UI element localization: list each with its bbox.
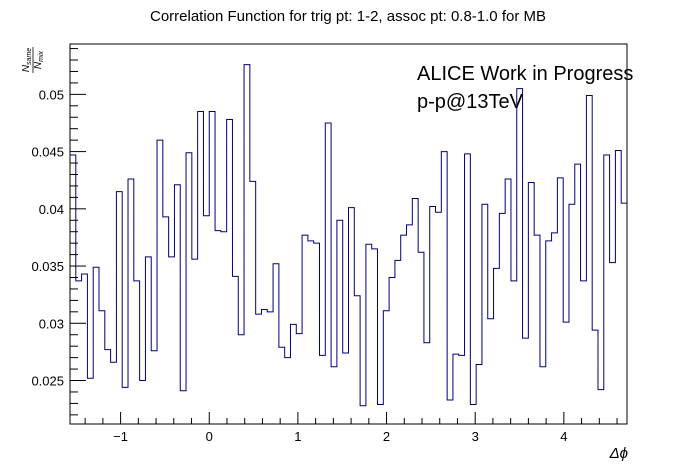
annotation-alice: ALICE Work in Progress [417,63,633,85]
y-axis-title: Nsame Nmix [21,47,45,73]
y-axis: 0.025 0.03 0.035 0.04 0.045 0.05 [31,48,86,416]
x-axis-title: Δϕ [609,445,628,462]
histogram-line [70,64,627,407]
y-tick-label: 0.035 [31,259,64,274]
plot-area [69,43,628,425]
x-tick-label: 4 [560,429,567,444]
y-tick-label: 0.05 [39,87,64,102]
x-axis: −1 0 1 2 3 4 [84,412,618,444]
annotation-collision: p-p@13TeV [417,91,524,113]
x-tick-label: 1 [294,429,301,444]
y-tick-label: 0.025 [31,374,64,389]
y-tick-label: 0.045 [31,145,64,160]
chart-title: Correlation Function for trig pt: 1-2, a… [150,8,546,25]
x-tick-label: 0 [206,429,213,444]
plot-frame [69,43,628,425]
x-tick-label: 3 [472,429,479,444]
y-tick-label: 0.04 [39,202,64,217]
y-axis-denominator: Nmix [33,50,45,69]
y-axis-numerator: Nsame [21,48,33,72]
x-tick-label: −1 [113,429,128,444]
y-tick-label: 0.03 [39,316,64,331]
x-tick-label: 2 [383,429,390,444]
